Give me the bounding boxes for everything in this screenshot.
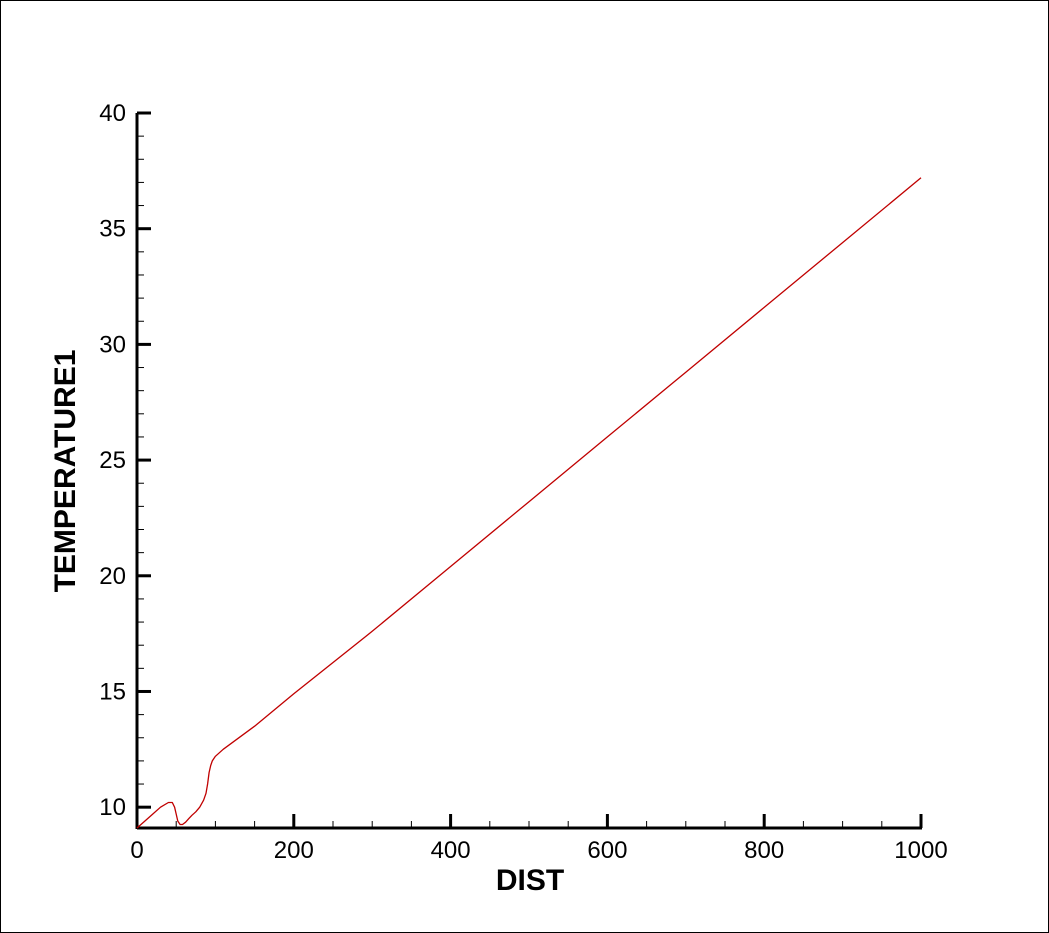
x-tick-label: 400 [431,837,471,864]
y-tick-label: 40 [99,100,126,127]
y-tick-label: 15 [99,678,126,705]
y-tick-label: 30 [99,331,126,358]
y-tick-label: 20 [99,563,126,590]
x-tick-label: 1000 [894,837,947,864]
ticks [135,111,923,828]
series-line [136,177,922,829]
x-tick-label: 600 [587,837,627,864]
axes [135,113,922,830]
x-tick-label: 0 [130,837,143,864]
tick-labels: 0 200 400 600 800 1000 10 15 20 25 30 35 40 [99,100,947,864]
x-axis-title: DIST [496,864,564,897]
x-tick-label: 200 [274,837,314,864]
y-tick-label: 10 [99,794,126,821]
y-tick-label: 25 [99,447,126,474]
y-tick-label: 35 [99,216,126,243]
series-layer [136,177,922,829]
y-axis-title: TEMPERATURE1 [49,350,82,593]
x-tick-label: 800 [744,837,784,864]
